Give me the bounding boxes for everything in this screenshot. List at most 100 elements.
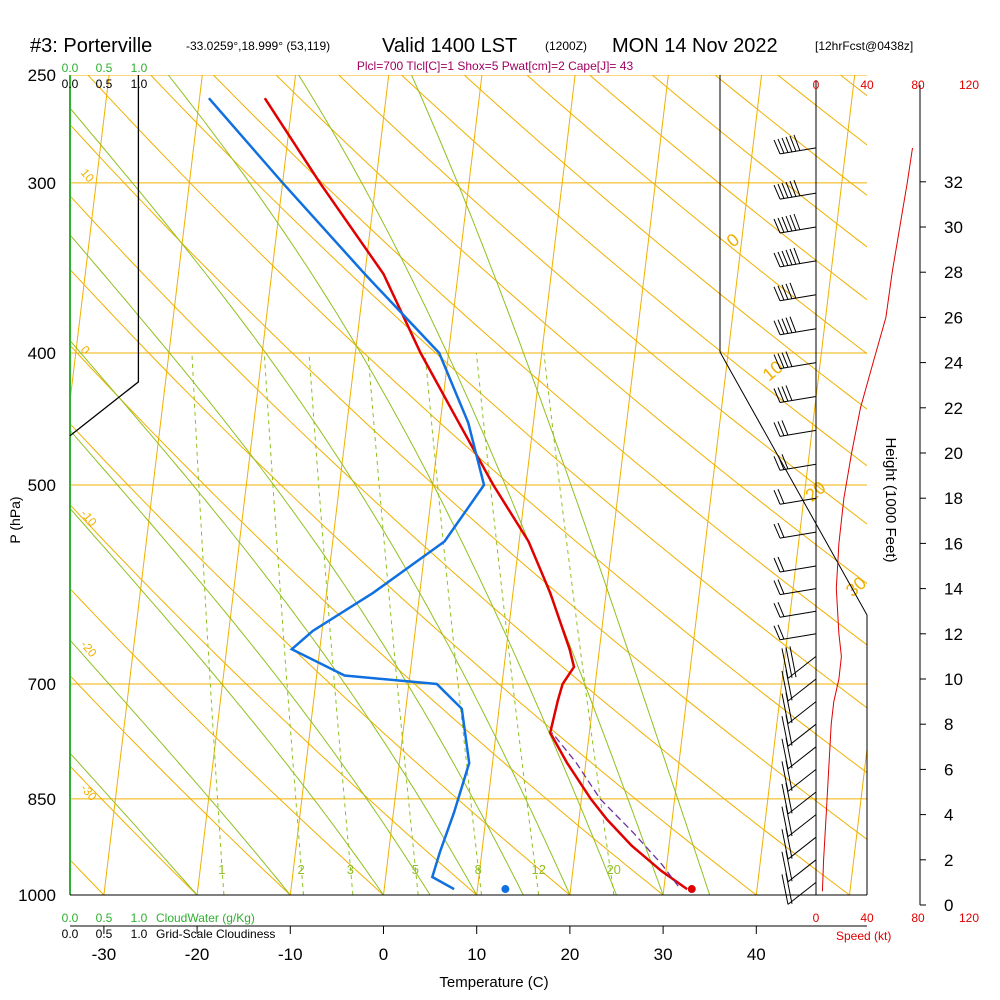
pressure-tick-label: 850 [28,790,56,809]
mixing-ratio-line [263,352,304,895]
wind-barb-feather [773,218,781,234]
cloudiness-tick-label-bottom: 0.0 [62,927,79,941]
isotherm-line [0,75,16,895]
height-tick-label: 4 [944,806,953,825]
temperature-tick-label: 40 [747,945,766,964]
dry-adiabat-line [70,195,850,895]
wind-barb-feather [773,625,781,640]
wind-barb-shaft [779,294,817,302]
wind-barb-shaft [779,531,817,539]
wind-barb-feather [781,284,789,300]
height-tick-label: 10 [944,670,963,689]
wind-barb-feather [773,184,781,200]
dry-adiabat-line [0,51,11,895]
cloudwater-label: CloudWater (g/Kg) [156,911,255,925]
wind-barb-feather [781,874,789,905]
wind-barb-feather [785,647,793,678]
isotherm-line [383,75,483,895]
dry-adiabat-label: 0 [78,343,93,357]
mixing-ratio-label: 12 [532,862,546,877]
wind-barb-feather [785,850,793,882]
wind-barb-feather [793,179,801,197]
dry-adiabat-line [70,504,478,895]
wind-barb-feather [785,317,793,334]
wind-barb-feather [785,805,793,837]
dry-adiabat-line [70,587,384,895]
parcel-path-line [551,732,679,887]
dry-adiabat-label: -10 [78,507,100,530]
speed-tick-label-top: 80 [911,78,925,92]
moist-adiabat-line [167,75,617,895]
wind-barb-feather [777,489,785,504]
isotherm-line [289,75,390,895]
wind-barb-feather [793,213,801,231]
speed-tick-label-bottom: 40 [860,911,874,925]
pressure-tick-label: 250 [28,66,56,85]
wind-barb-feather [785,181,793,198]
dry-adiabat-line [588,75,867,301]
wind-barb-feather [777,183,785,199]
moist-adiabat-line [70,507,384,895]
temperature-tick-label: 20 [560,945,579,964]
wind-barb-shaft [787,678,817,702]
wind-barb-feather [777,387,785,403]
wind-speed-line [821,147,913,892]
wind-barb-shaft [779,362,817,370]
speed-tick-label-top: 120 [959,78,979,92]
isotherm-line [196,75,297,895]
height-tick-label: 28 [944,263,963,282]
wind-barb-feather [773,603,781,618]
wind-barb-shaft [779,588,817,596]
wind-barb-feather [785,215,793,232]
wind-barb-feather [773,490,781,505]
isotherm-line [662,75,763,895]
cloudiness-tick-label-bottom: 0.5 [96,927,113,941]
stability-indices: Plcl=700 Tlcl[C]=1 Shox=5 Pwat[cm]=2 Cap… [357,59,634,73]
wind-barb-feather [773,422,781,437]
wind-barb-feather [789,316,797,333]
dry-adiabat-line [70,268,757,895]
mixing-ratio-line [191,352,225,895]
station-coords: -33.0259°,18.999° (53,119) [186,39,330,53]
temperature-tick-label: -30 [92,945,117,964]
wind-barb-feather [781,182,789,199]
wind-barb-shaft [787,882,817,905]
wind-barb-feather [777,217,785,233]
wind-barb-shaft [779,328,817,336]
wind-barb-feather [773,557,781,573]
cloudiness-line [69,75,140,437]
wind-barb-feather [785,715,793,746]
wind-barb-feather [777,285,785,301]
temperature-tick-label: -10 [278,945,303,964]
mixing-ratio-line [308,352,354,895]
cloudiness-label: Grid-Scale Cloudiness [156,927,275,941]
wind-barb-shaft [787,746,817,770]
wind-barb-feather [785,669,793,701]
wind-barb-feather [793,134,801,152]
dry-adiabat-line [70,123,867,840]
surface-temperature-point [687,885,696,894]
isotherm-line [755,75,856,895]
wind-barb-feather [789,282,797,299]
dry-adiabat-line [839,75,867,97]
dry-adiabat-line [212,75,867,646]
moist-adiabat-line [70,107,571,895]
dry-adiabat-line [275,75,867,585]
wind-barb-feather [777,421,785,436]
mixing-ratio-label: 2 [298,862,305,877]
wind-barb-feather [785,283,793,300]
moist-adiabat-line [70,639,291,895]
mixing-ratio-label: 5 [412,862,419,877]
height-tick-label: 0 [944,896,953,915]
dewpoint-profile-line [207,97,486,891]
cloudwater-tick-label-top: 0.5 [96,61,113,75]
mixing-ratio-label: 20 [606,862,620,877]
wind-barb-feather [777,251,785,267]
wind-barb-feather [781,137,789,153]
wind-barb-shaft [779,192,817,200]
mixing-ratio-label: 3 [347,862,354,877]
height-tick-label: 32 [944,173,963,192]
height-tick-label: 8 [944,715,953,734]
wind-barb-feather [777,522,785,538]
